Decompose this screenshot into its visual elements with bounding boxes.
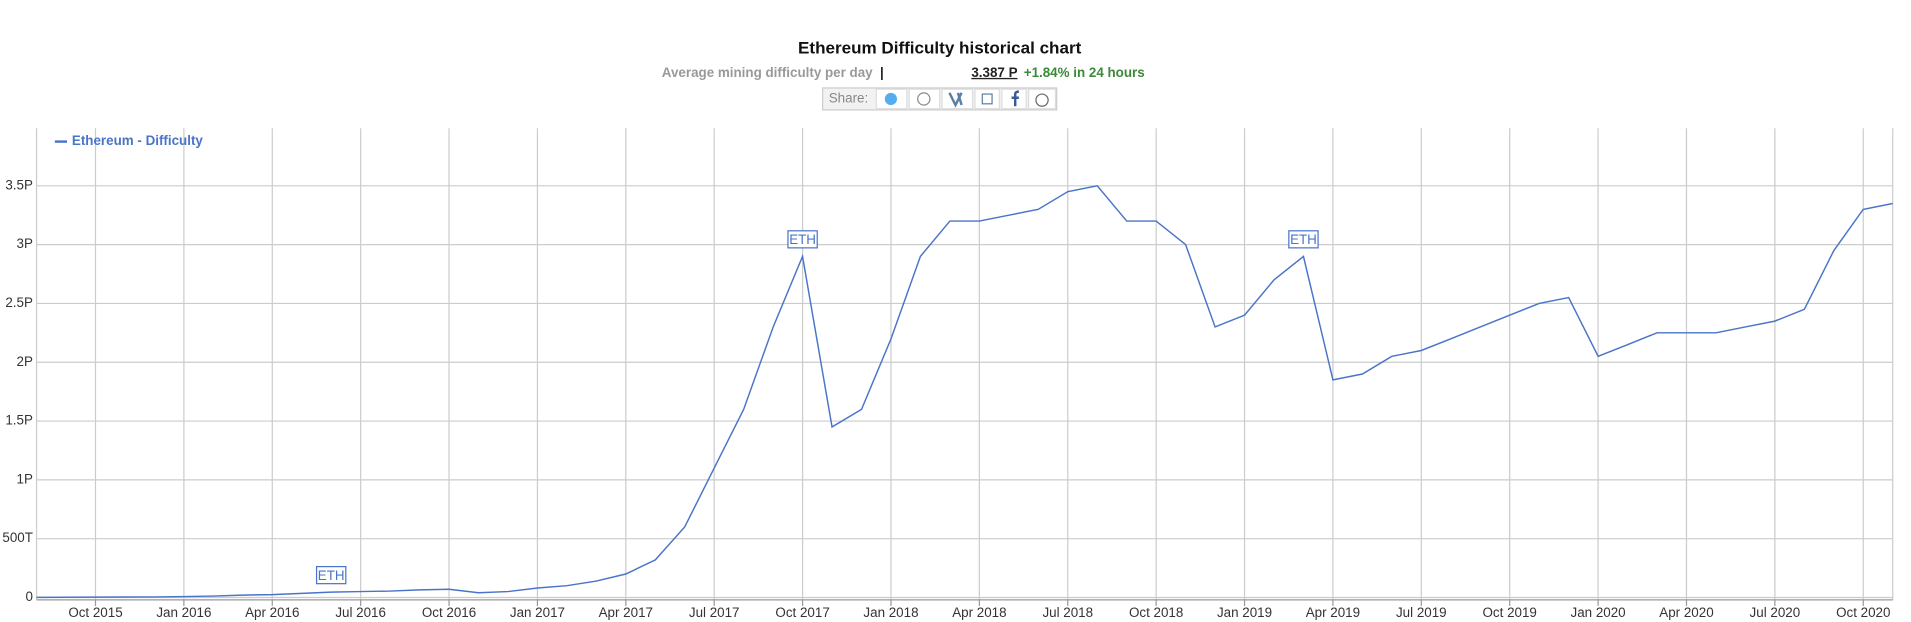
x-tick-label: Oct 2017	[775, 605, 829, 620]
y-tick-label: 500T	[2, 530, 33, 545]
x-tick-label: Jul 2020	[1750, 605, 1801, 620]
share-bar: Share:	[822, 87, 1058, 111]
facebook-icon	[1011, 90, 1019, 107]
x-tick-label: Jul 2019	[1396, 605, 1447, 620]
annotation-text: ETH	[1290, 232, 1317, 247]
x-tick-label: Apr 2016	[245, 605, 299, 620]
y-tick-label: 2P	[17, 354, 33, 369]
share-label: Share:	[829, 90, 868, 105]
annotation-flag	[1288, 230, 1319, 249]
y-tick-label: 0	[25, 589, 32, 604]
x-tick-label: Jan 2020	[1571, 605, 1626, 620]
annotation-flag	[315, 565, 347, 585]
weibo-icon	[1035, 93, 1049, 107]
x-tick-label: Jul 2016	[335, 605, 386, 620]
reddit-button[interactable]	[908, 88, 941, 110]
subtitle: Average mining difficulty per day	[662, 65, 873, 80]
current-value: 3.387 P	[971, 65, 1017, 80]
x-tick-label: Oct 2018	[1129, 605, 1183, 620]
separator: |	[880, 65, 884, 80]
x-tick-label: Jan 2018	[863, 605, 918, 620]
twitter-icon	[884, 92, 897, 106]
like-icon	[981, 93, 993, 105]
x-tick-label: Apr 2020	[1659, 605, 1713, 620]
x-tick-label: Jul 2017	[689, 605, 740, 620]
data-line	[36, 185, 1893, 599]
reddit-icon	[917, 92, 931, 106]
x-tick-label: Jul 2018	[1042, 605, 1093, 620]
weibo-button[interactable]	[1028, 88, 1057, 110]
y-tick-label: 2.5P	[5, 295, 33, 310]
x-tick-label: Oct 2019	[1483, 605, 1537, 620]
annotation-text: ETH	[318, 568, 345, 583]
x-tick-label: Apr 2017	[599, 605, 653, 620]
x-tick-label: Oct 2020	[1836, 605, 1890, 620]
annotation-text: ETH	[789, 232, 816, 247]
x-tick-label: Jan 2016	[156, 605, 211, 620]
legend-label: Ethereum - Difficulty	[72, 133, 203, 148]
x-tick-label: Apr 2018	[952, 605, 1006, 620]
like-button[interactable]	[974, 88, 1000, 110]
x-tick-label: Jan 2017	[510, 605, 565, 620]
y-tick-label: 1P	[17, 471, 33, 486]
chart-title: Ethereum Difficulty historical chart	[798, 38, 1082, 57]
x-tick-label: Oct 2015	[68, 605, 122, 620]
x-tick-label: Oct 2016	[422, 605, 476, 620]
vk-icon	[948, 92, 963, 108]
y-tick-label: 3P	[17, 236, 33, 251]
x-tick-label: Jan 2019	[1217, 605, 1272, 620]
annotation-flag	[787, 230, 818, 249]
x-tick-label: Apr 2019	[1306, 605, 1360, 620]
y-tick-label: 1.5P	[5, 413, 33, 428]
y-tick-label: 3.5P	[5, 177, 33, 192]
change: +1.84% in 24 hours	[1024, 65, 1145, 80]
